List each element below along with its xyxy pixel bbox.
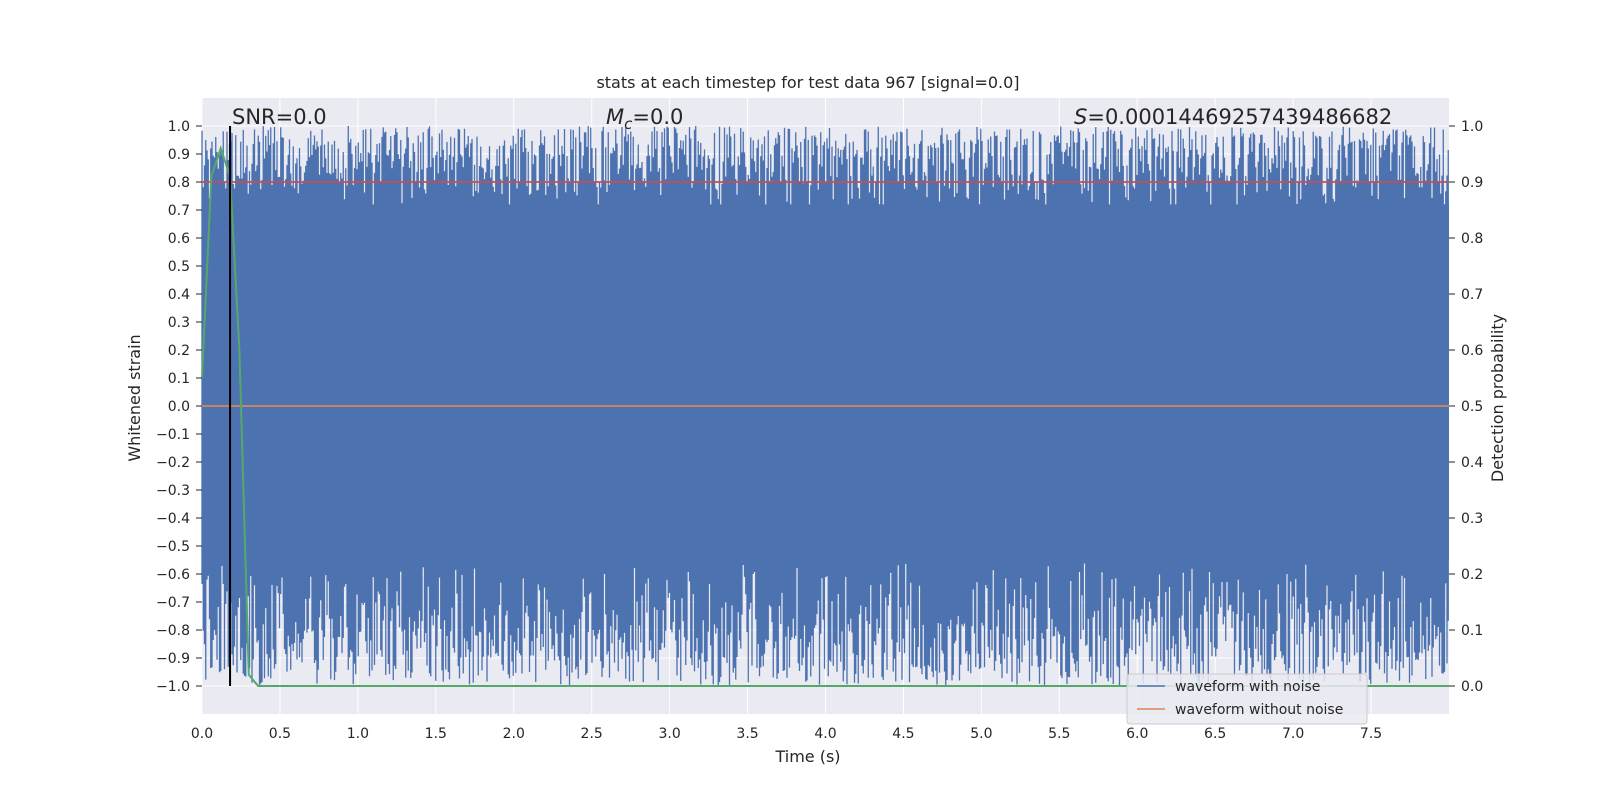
y-right-tick-label: 0.5 bbox=[1461, 399, 1483, 415]
legend-label-noise: waveform with noise bbox=[1175, 679, 1320, 695]
y-right-axis-ticks: 1.0 0.9 0.8 0.7 0.6 0.5 0.4 0.3 0.2 0.1 0.0 bbox=[1449, 119, 1483, 695]
x-tick-label: 6.0 bbox=[1126, 726, 1148, 742]
y-left-tick-label: −0.3 bbox=[156, 483, 190, 499]
x-tick-label: 4.0 bbox=[814, 726, 836, 742]
x-tick-label: 1.5 bbox=[425, 726, 447, 742]
y-right-axis-label: Detection probability bbox=[1488, 314, 1507, 482]
y-left-tick-label: −0.6 bbox=[156, 567, 190, 583]
x-tick-label: 0.0 bbox=[191, 726, 213, 742]
y-right-tick-label: 0.9 bbox=[1461, 175, 1483, 191]
y-left-tick-label: −0.2 bbox=[156, 455, 190, 471]
y-left-tick-label: 0.6 bbox=[168, 231, 190, 247]
chirp-mass-symbol: M bbox=[606, 105, 624, 129]
y-right-tick-label: 0.7 bbox=[1461, 287, 1483, 303]
y-left-tick-label: −0.8 bbox=[156, 623, 190, 639]
series-lines bbox=[201, 126, 1449, 687]
x-tick-label: 2.0 bbox=[503, 726, 525, 742]
probability-line bbox=[201, 145, 1449, 687]
legend-label-clean: waveform without noise bbox=[1175, 702, 1343, 718]
chirp-mass-value: =0.0 bbox=[632, 105, 683, 129]
y-left-axis-ticks: 1.0 0.9 0.8 0.7 0.6 0.5 0.4 0.3 0.2 0.1 0.0 −0.1 −0.… bbox=[156, 119, 202, 695]
y-left-tick-label: 0.9 bbox=[168, 147, 190, 163]
x-tick-label: 3.5 bbox=[736, 726, 758, 742]
y-left-tick-label: −0.1 bbox=[156, 427, 190, 443]
y-right-tick-label: 0.3 bbox=[1461, 511, 1483, 527]
x-tick-label: 1.0 bbox=[347, 726, 369, 742]
y-left-tick-label: −0.9 bbox=[156, 651, 190, 667]
x-tick-label: 3.0 bbox=[658, 726, 680, 742]
s-symbol: S bbox=[1074, 105, 1087, 129]
x-tick-label: 0.5 bbox=[269, 726, 291, 742]
y-left-tick-label: −0.4 bbox=[156, 511, 190, 527]
y-right-tick-label: 0.6 bbox=[1461, 343, 1483, 359]
series-waveform-with-noise bbox=[201, 126, 1449, 686]
x-tick-label: 6.5 bbox=[1204, 726, 1226, 742]
s-value: =0.00014469257439486682 bbox=[1087, 105, 1392, 129]
legend-box bbox=[1126, 673, 1368, 725]
chart-title: stats at each timestep for test data 967… bbox=[596, 73, 1019, 92]
x-tick-label: 4.5 bbox=[892, 726, 914, 742]
y-right-tick-label: 0.2 bbox=[1461, 567, 1483, 583]
y-right-tick-label: 0.1 bbox=[1461, 623, 1483, 639]
y-left-tick-label: 0.8 bbox=[168, 175, 190, 191]
y-left-tick-label: 0.4 bbox=[168, 287, 190, 303]
legend: waveform with noise waveform without noi… bbox=[1126, 673, 1368, 725]
y-right-tick-label: 0.4 bbox=[1461, 455, 1483, 471]
y-left-tick-label: −0.7 bbox=[156, 595, 190, 611]
y-left-tick-label: −0.5 bbox=[156, 539, 190, 555]
y-left-tick-label: 0.0 bbox=[168, 399, 190, 415]
y-left-tick-label: 0.7 bbox=[168, 203, 190, 219]
y-left-tick-label: 0.5 bbox=[168, 259, 190, 275]
y-left-tick-label: 0.2 bbox=[168, 343, 190, 359]
y-left-tick-label: 1.0 bbox=[168, 119, 190, 135]
y-left-tick-label: 0.1 bbox=[168, 371, 190, 387]
x-axis-ticks: 0.0 0.5 1.0 1.5 2.0 2.5 3.0 3.5 4.0 4.5 5.0 5.5 6.0 6… bbox=[191, 726, 1382, 742]
y-right-tick-label: 1.0 bbox=[1461, 119, 1483, 135]
y-left-tick-label: −1.0 bbox=[156, 679, 190, 695]
chirp-mass-annotation: Mc=0.0 bbox=[606, 105, 683, 133]
x-tick-label: 5.0 bbox=[970, 726, 992, 742]
x-axis-label: Time (s) bbox=[774, 747, 840, 766]
x-tick-label: 7.0 bbox=[1282, 726, 1304, 742]
y-left-axis-label: Whitened strain bbox=[125, 334, 144, 461]
y-right-tick-label: 0.0 bbox=[1461, 679, 1483, 695]
y-right-tick-label: 0.8 bbox=[1461, 231, 1483, 247]
chirp-mass-subscript: c bbox=[624, 115, 633, 133]
x-tick-label: 2.5 bbox=[581, 726, 603, 742]
snr-annotation: SNR=0.0 bbox=[232, 105, 327, 129]
x-tick-label: 5.5 bbox=[1048, 726, 1070, 742]
y-left-tick-label: 0.3 bbox=[168, 315, 190, 331]
s-annotation: S=0.00014469257439486682 bbox=[1074, 105, 1392, 129]
x-tick-label: 7.5 bbox=[1360, 726, 1382, 742]
